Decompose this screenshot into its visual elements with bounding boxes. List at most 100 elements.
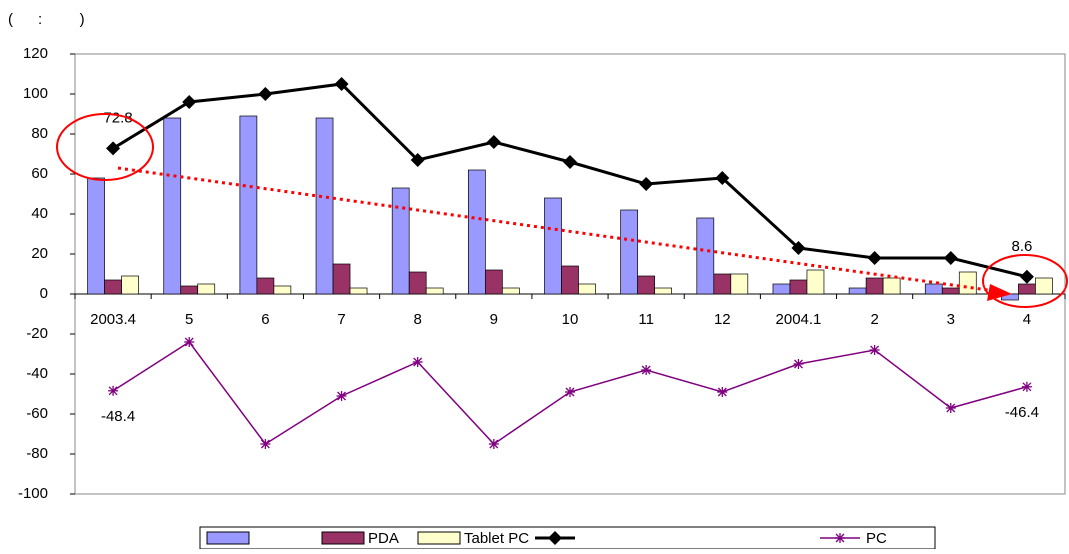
- bar: [730, 273, 749, 295]
- bar: [958, 271, 977, 295]
- diamond-marker: [548, 531, 562, 545]
- bar: [806, 269, 825, 295]
- star-stroke: [260, 439, 270, 449]
- bar: [941, 287, 960, 295]
- legend-label: PC: [866, 530, 887, 547]
- bar: [865, 277, 884, 295]
- y-tick-label: 40: [31, 205, 48, 222]
- y-tick-label: -20: [26, 325, 48, 342]
- y-tick-label: 100: [23, 85, 48, 102]
- y-tick-label: 120: [23, 45, 48, 62]
- bar: [273, 285, 292, 295]
- bar: [637, 275, 656, 295]
- diamond-marker: [715, 171, 730, 185]
- trend-arrow: [117, 166, 996, 293]
- bar: [349, 287, 368, 295]
- diamond-marker: [486, 135, 501, 149]
- bar: [620, 209, 639, 295]
- legend-label: Tablet PC: [464, 530, 529, 547]
- star-stroke: [108, 386, 118, 396]
- star-marker: [184, 337, 195, 347]
- x-tick-label: 9: [490, 311, 498, 328]
- x-tick-label: 12: [714, 311, 731, 328]
- bar: [561, 265, 579, 295]
- highlight-ellipse: [56, 113, 154, 181]
- bar: [197, 283, 216, 295]
- star-marker: [641, 365, 652, 375]
- diamond-marker: [563, 155, 577, 169]
- star-marker: [260, 439, 271, 449]
- data-label: -48.4: [101, 408, 135, 425]
- diamond-marker: [334, 77, 349, 91]
- bar: [467, 169, 486, 295]
- star-marker: [1021, 381, 1032, 392]
- bar: [789, 279, 808, 295]
- legend-swatch: [417, 531, 461, 545]
- bar: [713, 273, 732, 295]
- x-tick-label: 2: [870, 311, 878, 328]
- bar: [696, 217, 715, 295]
- diamond-marker: [867, 251, 882, 265]
- star-stroke: [946, 403, 956, 413]
- x-tick-label: 2004.1: [776, 311, 822, 328]
- y-tick-label: -100: [18, 485, 48, 502]
- star-stroke: [413, 357, 423, 367]
- bar: [544, 197, 562, 295]
- bar: [882, 277, 901, 295]
- x-tick-label: 10: [562, 311, 579, 328]
- diamond-marker: [1019, 269, 1034, 284]
- x-tick-label: 6: [261, 311, 269, 328]
- arrow-head: [987, 284, 1012, 301]
- star-marker: [717, 387, 728, 397]
- legend-swatch: [321, 531, 365, 545]
- diamond-marker: [182, 95, 197, 109]
- star-marker: [488, 439, 499, 449]
- bar: [1018, 283, 1036, 295]
- x-tick-label: 11: [638, 311, 654, 328]
- y-tick-label: 20: [31, 245, 48, 262]
- bar: [1035, 277, 1053, 295]
- y-tick-label: 80: [31, 125, 48, 142]
- bar: [408, 271, 427, 295]
- star-marker: [835, 533, 845, 543]
- bar: [239, 115, 258, 295]
- bar: [578, 283, 596, 295]
- x-tick-label: 5: [185, 311, 193, 328]
- bar: [425, 287, 444, 295]
- legend-label: PDA: [368, 530, 399, 547]
- bar: [391, 187, 410, 295]
- star-stroke: [184, 337, 194, 347]
- x-tick-label: 7: [337, 311, 345, 328]
- bar: [315, 117, 334, 295]
- star-marker: [412, 357, 423, 367]
- bar: [772, 283, 791, 295]
- star-marker: [793, 359, 804, 369]
- star-marker: [869, 345, 880, 355]
- bar: [332, 263, 351, 295]
- diamond-marker: [106, 141, 121, 156]
- bar: [121, 275, 139, 295]
- x-tick-label: 3: [947, 311, 955, 328]
- highlight-ellipse: [982, 254, 1068, 308]
- diamond-marker: [639, 177, 654, 191]
- y-tick-label: 60: [31, 165, 48, 182]
- y-tick-label: -40: [26, 365, 48, 382]
- bar: [163, 117, 182, 295]
- diamond-marker: [410, 153, 425, 167]
- bar: [180, 285, 199, 295]
- chart-title: ( : ): [8, 11, 85, 28]
- star-stroke: [641, 365, 651, 375]
- bar: [924, 283, 943, 295]
- star-marker: [108, 385, 119, 396]
- star-stroke: [1022, 382, 1032, 392]
- bar: [484, 269, 503, 295]
- bar: [848, 287, 867, 295]
- star-marker: [336, 391, 347, 401]
- star-stroke: [794, 359, 803, 369]
- y-tick-label: 0: [40, 285, 48, 302]
- star-stroke: [489, 439, 499, 449]
- legend-swatch: [206, 531, 250, 545]
- diamond-marker: [943, 251, 958, 265]
- star-stroke: [870, 345, 880, 355]
- star-marker: [565, 387, 575, 397]
